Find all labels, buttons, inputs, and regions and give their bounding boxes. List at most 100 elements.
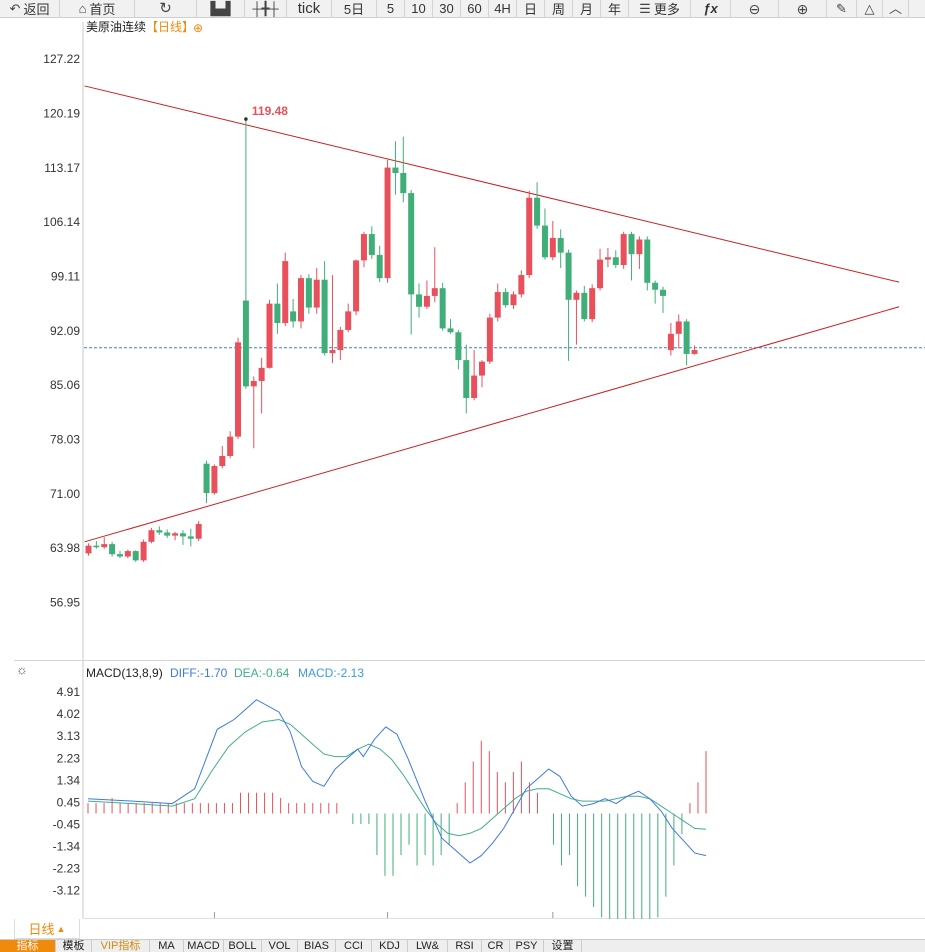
candle [691,345,698,355]
macd-tick-label: 1.34 [57,773,81,787]
macd-settings-icon[interactable]: ☼ [16,662,28,677]
candle-body [172,533,179,536]
candle-body [526,197,533,276]
price-tick-label: 106.14 [43,215,80,229]
candle [565,249,572,361]
period-30min[interactable]: 30 [433,0,461,17]
candle [203,460,210,504]
indicator-tab-1[interactable]: 模板 [56,940,92,952]
collapse-button[interactable]: ︿ [883,0,909,17]
indicator-tab-10[interactable]: LW& [408,940,448,952]
candle [179,530,186,545]
candle [479,360,485,388]
home-button[interactable]: ⌂ 首页 [60,0,135,17]
candle-body [604,257,611,260]
candle-style-button[interactable]: ┼╋┼ [245,0,287,17]
period-month[interactable]: 月 [573,0,601,17]
price-tick-label: 63.98 [50,541,80,555]
candle [392,141,399,195]
candle [109,541,116,557]
indicator-tab-3[interactable]: MA [150,940,184,952]
indicator-tab-12[interactable]: CR [482,940,510,952]
candle [644,236,651,291]
indicator-tab-5[interactable]: BOLL [224,940,262,952]
candle [250,376,257,449]
candle-body [644,239,651,283]
candle-body [541,225,548,258]
candle-body [573,292,580,300]
candle-body [148,530,155,542]
indicator-tab-14[interactable]: 设置 [544,940,582,952]
candle-body [549,237,556,258]
indicator-tab-13[interactable]: PSY [510,940,544,952]
candle-body [439,288,446,329]
indicator-tab-4[interactable]: MACD [184,940,224,952]
candle [384,159,391,283]
candle-body [486,317,493,362]
indicator-tab-0[interactable]: 指标 [0,940,56,952]
candle-body [93,545,100,548]
candle-body [423,295,430,307]
refresh-button[interactable]: ↻ [135,0,197,17]
period-week[interactable]: 周 [545,0,573,17]
zoom-in-button[interactable]: ⊕ [779,0,827,17]
candle [416,283,423,318]
candle-body [203,463,210,494]
candle-body [667,333,674,351]
candle [148,527,155,544]
draw-line-button[interactable]: ✎ [827,0,857,17]
candle [195,520,202,542]
candle [156,526,163,535]
more-button[interactable]: ☰ 更多 [629,0,691,17]
candle [345,303,352,333]
macd-histogram [87,740,707,919]
candle-body [242,300,249,387]
candle [85,543,92,556]
function-icon: ƒx [703,1,718,16]
add-indicator-icon[interactable]: ⊕ [193,21,203,35]
candle [486,313,493,364]
zoom-out-button[interactable]: ⊖ [731,0,779,17]
candle [266,299,273,369]
candle [573,290,580,345]
candle [321,261,328,356]
refresh-icon: ↻ [159,0,172,17]
indicator-tab-9[interactable]: KDJ [372,940,408,952]
indicator-tab-2[interactable]: VIP指标 [92,940,150,952]
candle [297,275,304,329]
candle-body [612,257,619,265]
candle-body [195,524,202,539]
candle [132,550,139,562]
indicator-tab-11[interactable]: RSI [448,940,482,952]
chart-type-button[interactable]: ▙▟ [197,0,245,17]
period-4h[interactable]: 4H [489,0,517,17]
tick-button[interactable]: tick [287,0,332,17]
triangle-tool-button[interactable]: △ [857,0,883,17]
indicator-tab-8[interactable]: CCI [336,940,372,952]
period-10min[interactable]: 10 [405,0,433,17]
period-year[interactable]: 年 [601,0,629,17]
candle [140,539,147,562]
candle [581,285,588,322]
high-annotation: 119.48 [244,104,288,121]
candle [439,282,446,331]
period-day[interactable]: 日 [517,0,545,17]
indicator-tab-6[interactable]: VOL [262,940,298,952]
zoom-out-icon: ⊖ [748,0,761,17]
candle-body [408,193,415,295]
candle-body [329,350,336,354]
back-arrow-icon: ↶ [9,1,21,16]
macd-diff-value: DIFF:-1.70 [170,666,228,680]
chart-symbol-title: 美原油连续 [86,19,146,34]
period-5day[interactable]: 5日 [332,0,377,17]
formula-button[interactable]: ƒx [691,0,731,17]
back-button[interactable]: ↶ 返回 [0,0,60,17]
period-5min[interactable]: 5 [377,0,405,17]
indicator-tab-7[interactable]: BIAS [298,940,336,952]
candle [675,314,682,349]
candle-body [494,292,501,318]
period-tab[interactable]: 日线 ▲ [14,919,80,939]
period-60min[interactable]: 60 [461,0,489,17]
candle-body [187,536,194,539]
candle [313,268,320,314]
